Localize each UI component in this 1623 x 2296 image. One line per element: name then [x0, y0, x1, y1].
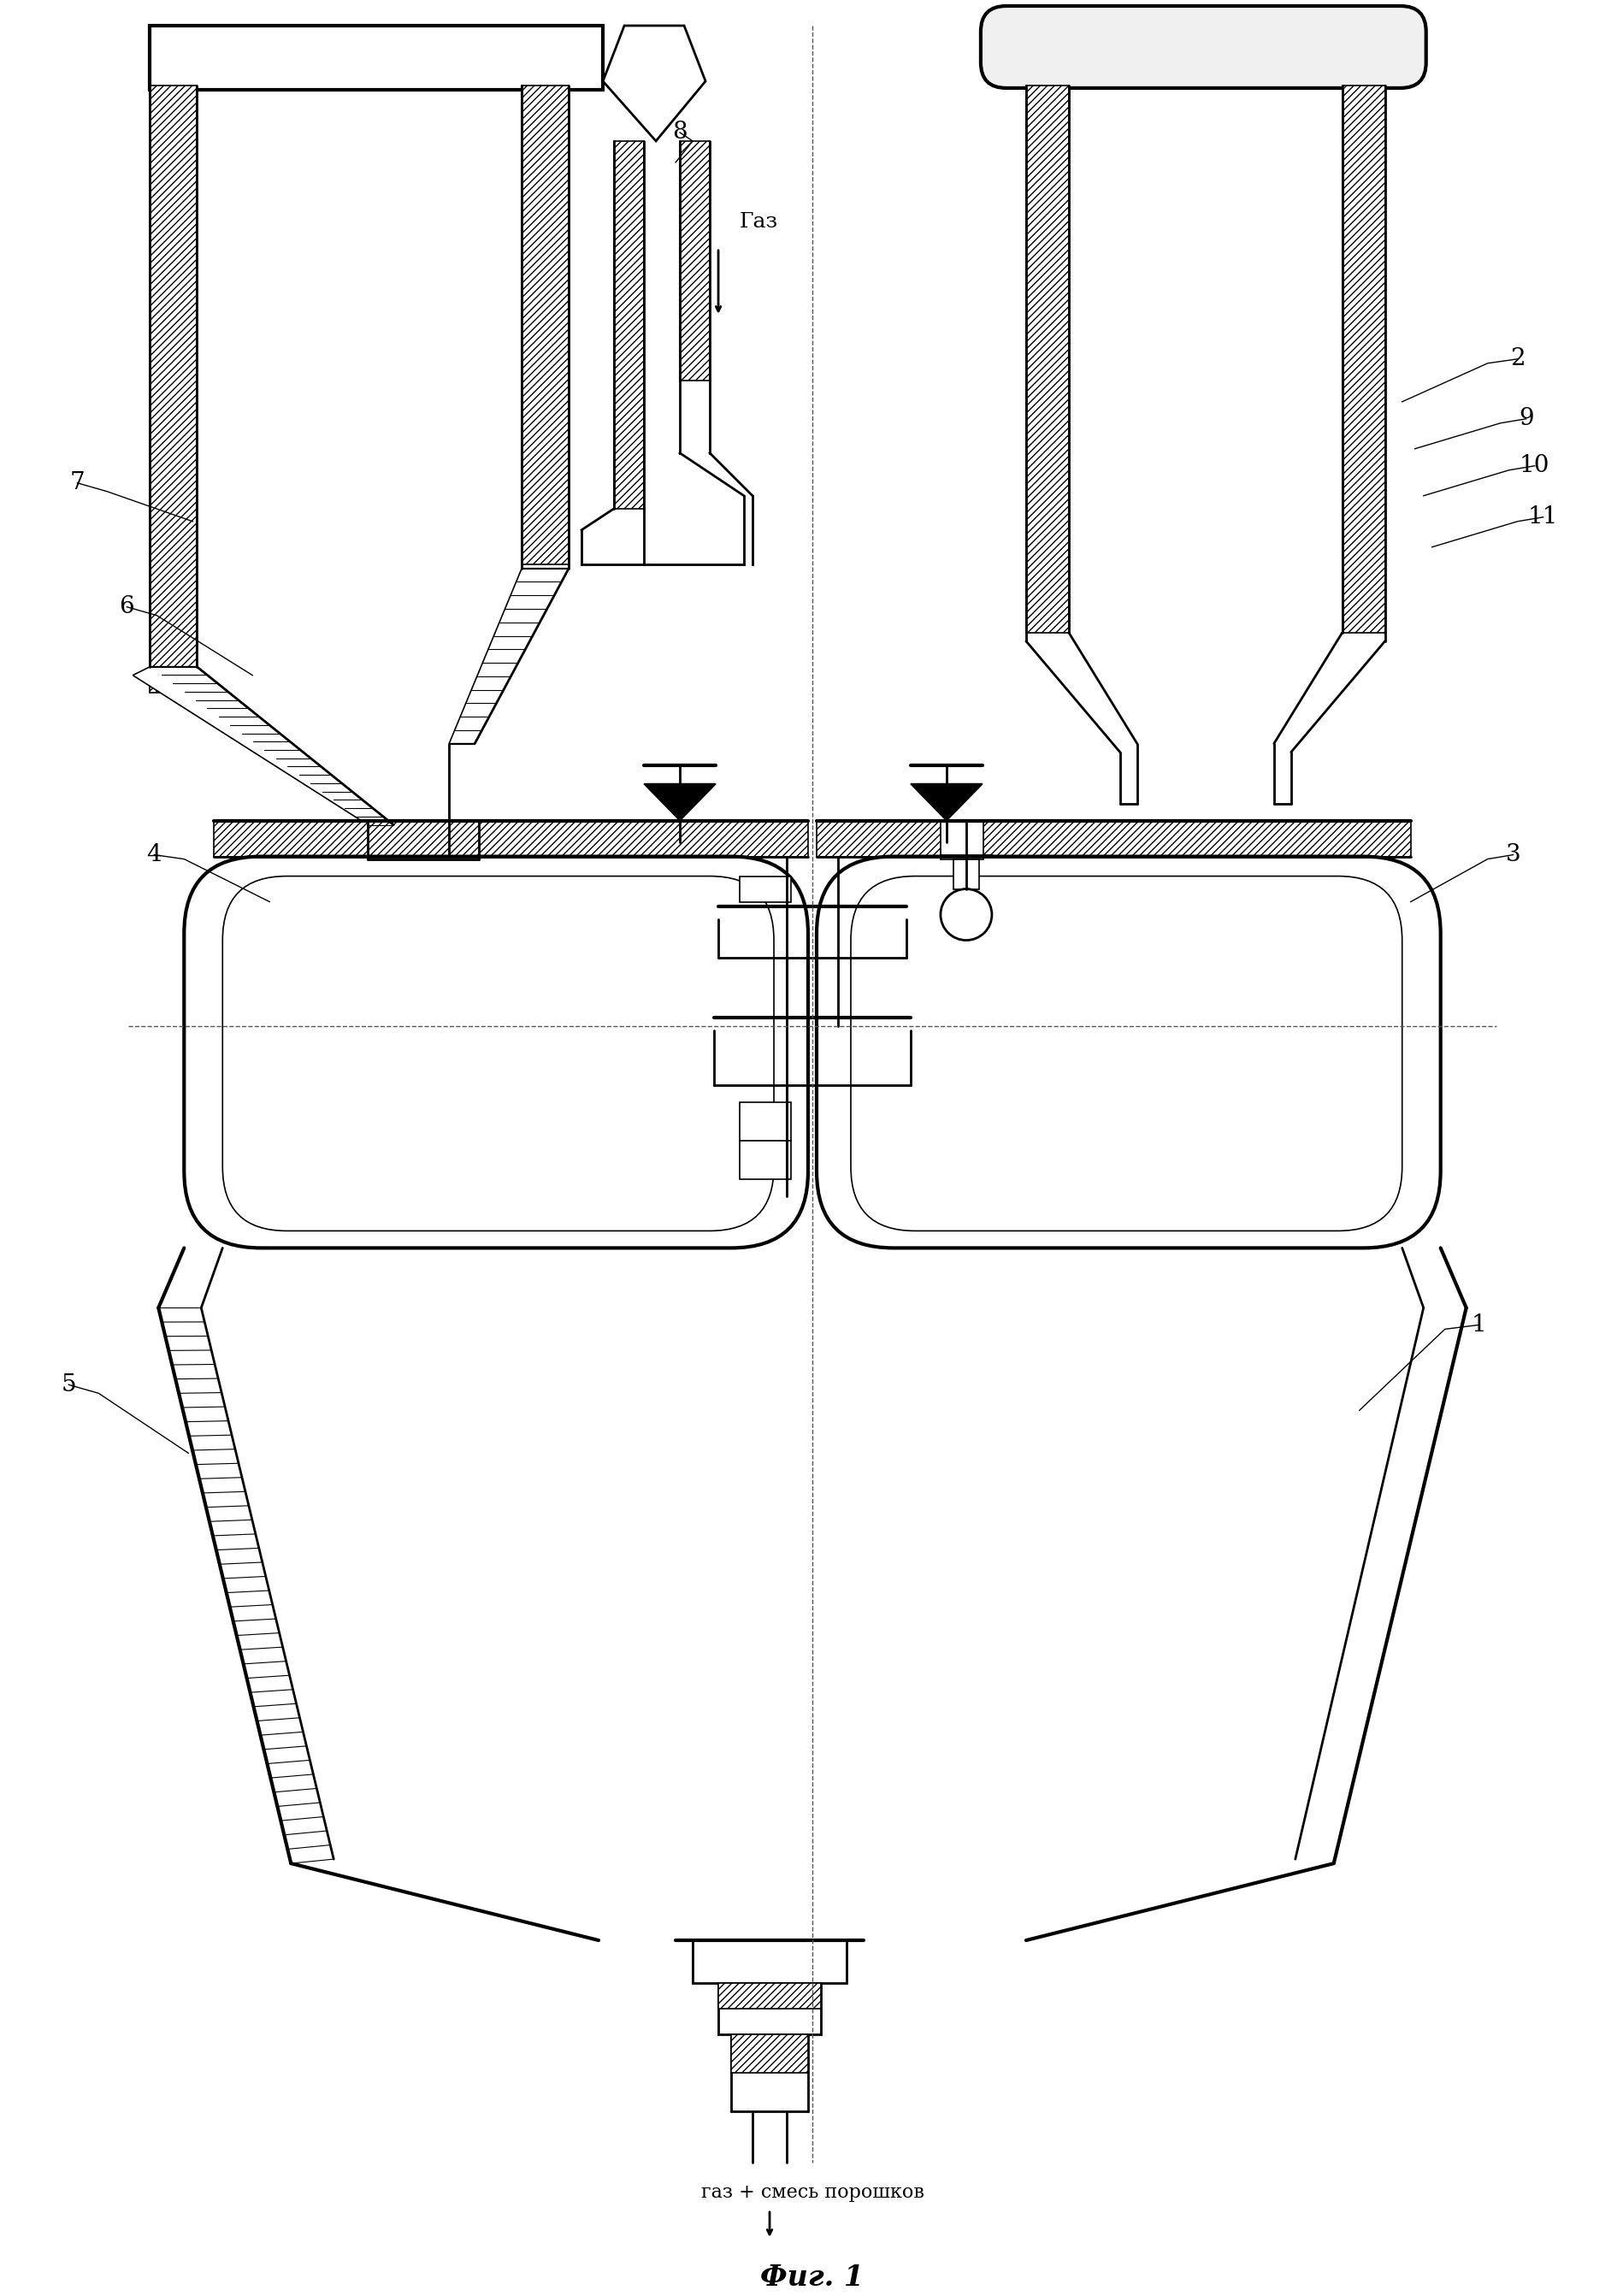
Bar — [940, 820, 984, 859]
Polygon shape — [602, 25, 704, 140]
Text: 6: 6 — [118, 595, 135, 618]
Bar — [368, 820, 479, 854]
Polygon shape — [450, 569, 568, 744]
Bar — [521, 85, 568, 565]
Bar — [149, 25, 602, 90]
Text: 8: 8 — [672, 122, 687, 145]
Polygon shape — [644, 783, 716, 820]
Bar — [717, 1984, 821, 2009]
Bar — [740, 1102, 790, 1141]
Polygon shape — [911, 783, 982, 820]
Text: газ + смесь порошков: газ + смесь порошков — [701, 2183, 923, 2202]
Bar — [1026, 85, 1068, 631]
Bar — [740, 877, 790, 902]
FancyBboxPatch shape — [816, 856, 1440, 1249]
Bar — [953, 859, 979, 889]
Bar — [740, 1141, 790, 1180]
Bar — [693, 1940, 846, 1984]
Polygon shape — [133, 666, 393, 824]
Text: Фиг. 1: Фиг. 1 — [760, 2264, 863, 2291]
Bar — [717, 1984, 821, 2034]
Text: 9: 9 — [1518, 406, 1532, 429]
Text: 7: 7 — [70, 471, 84, 494]
FancyBboxPatch shape — [850, 877, 1401, 1231]
Bar — [730, 2034, 808, 2073]
Bar — [214, 820, 808, 856]
Bar — [730, 2034, 808, 2112]
Bar — [693, 1940, 846, 1984]
Bar — [1342, 85, 1384, 631]
Text: 3: 3 — [1505, 843, 1521, 866]
Bar — [613, 140, 644, 510]
Bar — [149, 666, 196, 693]
Bar — [149, 85, 196, 666]
Text: 5: 5 — [62, 1373, 76, 1396]
FancyBboxPatch shape — [980, 7, 1425, 87]
Text: 10: 10 — [1519, 455, 1548, 478]
Bar — [816, 820, 1410, 856]
Text: 1: 1 — [1470, 1313, 1487, 1336]
Text: Газ: Газ — [740, 214, 777, 232]
FancyBboxPatch shape — [183, 856, 808, 1249]
Bar — [149, 25, 602, 90]
Text: 2: 2 — [1509, 347, 1524, 370]
FancyBboxPatch shape — [222, 877, 774, 1231]
Text: 11: 11 — [1527, 505, 1558, 528]
Circle shape — [940, 889, 992, 941]
Bar — [680, 140, 709, 381]
Text: 4: 4 — [146, 843, 162, 866]
